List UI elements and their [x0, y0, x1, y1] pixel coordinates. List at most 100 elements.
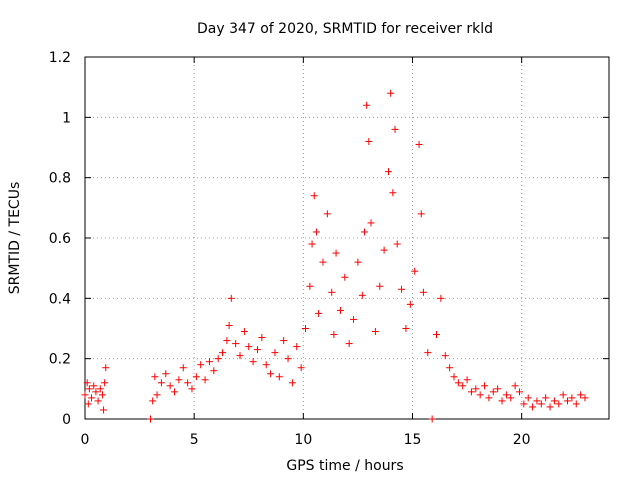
data-point [297, 364, 305, 372]
data-point [162, 370, 170, 378]
data-point [179, 364, 187, 372]
plot-frame [84, 56, 610, 420]
data-point [249, 358, 257, 366]
data-point [371, 328, 379, 336]
data-point [555, 400, 563, 408]
data-point [102, 364, 110, 372]
data-point [533, 397, 541, 405]
data-point [225, 321, 233, 329]
data-point [459, 382, 467, 390]
data-point [280, 337, 288, 345]
data-point [149, 397, 157, 405]
data-point [330, 331, 338, 339]
data-point [419, 288, 427, 296]
data-point [568, 394, 576, 402]
data-point [245, 343, 253, 351]
data-point [502, 391, 510, 399]
data-point [564, 397, 572, 405]
data-point [308, 240, 316, 248]
x-tick-label: 20 [513, 432, 531, 448]
data-point [319, 258, 327, 266]
data-point [214, 355, 222, 363]
y-tick-label: 0 [62, 412, 71, 428]
data-point [363, 101, 371, 109]
data-point [90, 382, 98, 390]
data-point [380, 246, 388, 254]
data-point [253, 346, 261, 354]
data-point [393, 240, 401, 248]
data-point [267, 370, 275, 378]
data-point [175, 376, 183, 384]
data-point [288, 379, 296, 387]
data-point [546, 403, 554, 411]
data-point [450, 373, 458, 381]
data-point [184, 379, 192, 387]
data-point [332, 249, 340, 257]
y-tick-label: 1 [62, 110, 71, 126]
data-point [524, 394, 532, 402]
data-point [151, 373, 159, 381]
data-point [240, 328, 248, 336]
data-point [360, 228, 368, 236]
data-point [387, 89, 395, 97]
data-point [302, 325, 310, 332]
x-axis-label: GPS time / hours [286, 458, 403, 474]
data-point [147, 415, 154, 423]
data-point [262, 361, 270, 369]
data-point [100, 406, 108, 414]
data-point [81, 391, 89, 399]
data-point [354, 258, 362, 266]
data-point [101, 379, 109, 387]
data-point [275, 373, 283, 381]
data-point [336, 306, 344, 314]
y-tick-label: 0.8 [49, 171, 71, 187]
data-point [323, 210, 331, 218]
data-point [341, 273, 349, 281]
y-tick-label: 0.4 [49, 291, 71, 307]
data-point [201, 376, 209, 384]
data-point [271, 349, 279, 357]
data-point [367, 219, 375, 227]
data-point [411, 267, 419, 275]
data-point [92, 388, 100, 396]
data-point [312, 228, 320, 236]
data-point [581, 394, 589, 402]
data-point [559, 391, 567, 399]
data-point [258, 334, 266, 342]
data-point [542, 394, 550, 402]
data-point [572, 400, 580, 408]
data-point [153, 391, 161, 399]
data-point [293, 343, 301, 351]
data-point [306, 282, 314, 290]
data-point [358, 291, 366, 299]
data-point [315, 309, 323, 317]
data-point [494, 385, 502, 393]
data-point [446, 364, 454, 372]
data-point [481, 382, 489, 390]
x-tick-label: 15 [404, 432, 422, 448]
data-point [328, 288, 336, 296]
data-point [485, 394, 493, 402]
data-point [511, 382, 519, 390]
x-tick-label: 0 [81, 432, 90, 448]
data-point [350, 315, 358, 323]
data-point [365, 137, 373, 145]
data-point [391, 125, 399, 133]
data-point [433, 331, 441, 339]
data-point [406, 300, 414, 308]
data-point [210, 367, 218, 375]
data-point [577, 391, 585, 399]
data-point [197, 361, 205, 369]
data-point [515, 388, 523, 396]
data-point [85, 385, 93, 393]
data-point [428, 415, 436, 423]
data-point [94, 397, 102, 405]
y-tick-label: 0.2 [49, 352, 71, 368]
data-point [376, 282, 384, 290]
data-point [98, 391, 106, 399]
data-point [417, 210, 425, 218]
x-tick-label: 5 [190, 432, 199, 448]
data-point [310, 192, 318, 200]
data-point [192, 373, 200, 381]
